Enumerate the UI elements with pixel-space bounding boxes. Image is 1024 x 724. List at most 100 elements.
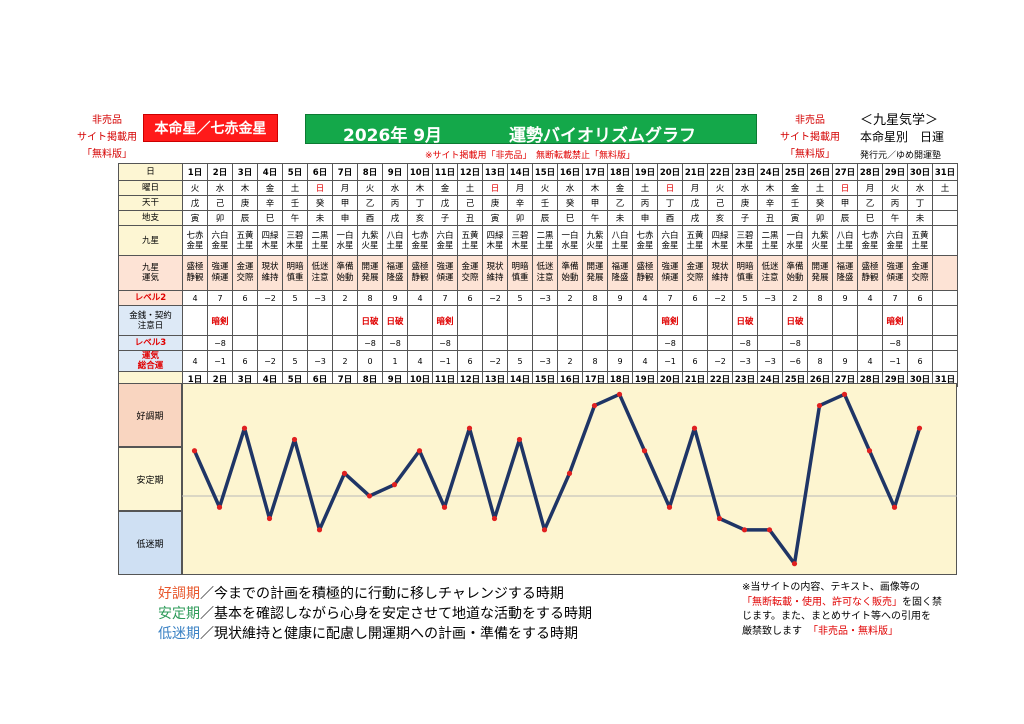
right-note-line: 非売品 [795,115,825,126]
data-point [291,436,298,443]
cell-kyusei-luck: 明暗 慎重 [282,255,308,291]
data-point [491,515,498,522]
year-month: 2026年 9月 [343,126,443,146]
cell-level3: −8 [382,335,408,351]
row-label-level3: レベル3 [118,335,183,351]
notice-line: じます。また、まとめサイト等への引用を [742,611,931,622]
cell-total: 4 [632,350,658,372]
data-point [541,527,548,533]
table-row-level3: レベル3 −8 −8 −8 −8 −8 −8 −8 −8 [118,335,958,351]
cell-level3: −8 [207,335,233,351]
cell-kyusei-luck: 強運 傾運 [432,255,458,291]
cell-tenkan: 己 [457,195,483,211]
brand-line1: ＜九星気学＞ [860,113,939,128]
cell-tenkan: 甲 [332,195,358,211]
cell-total: −1 [207,350,233,372]
cell-day: 27日 [832,163,858,181]
cell-day: 17日 [582,163,608,181]
cell-level3 [632,335,658,351]
cell-kyusei: 三碧 木星 [732,225,758,256]
cell-level3 [307,335,333,351]
data-point [741,527,748,533]
cell-kyusei-luck: 準備 始動 [332,255,358,291]
left-note-line: 「無料版」 [82,149,132,160]
left-note-line: 非売品 [92,115,122,126]
cell-tenkan: 己 [207,195,233,211]
series-line [192,392,922,566]
row-label-day: 日 [118,163,183,181]
cell-level3: −8 [882,335,908,351]
right-note-line: サイト掲載用 [780,132,840,143]
fortune-table: 日 1日 2日 3日 4日 5日 6日 7日 8日 9日 10日 11日 12日 13日 14日 15日 16日… [118,163,958,387]
cell-kyusei-luck [932,255,958,291]
cell-day: 4日 [257,163,283,181]
cell-kinsen [932,305,958,336]
cell-total [932,350,958,372]
zone-stable: 安定期 [118,447,182,511]
cell-kyusei-luck: 金運 交際 [907,255,933,291]
cell-kyusei: 二黒 土星 [307,225,333,256]
zone-low: 低迷期 [118,511,182,575]
cell-day: 1日 [182,163,208,181]
cell-weekday: 月 [682,180,708,196]
cell-kinsen [282,305,308,336]
cell-level3: −8 [657,335,683,351]
cell-kyusei: 六白 金星 [207,225,233,256]
legend-item: 安定期／基本を確認しながら心身を安定させて地道な活動をする時期 [158,604,592,624]
cell-day: 8日 [357,163,383,181]
cell-tenkan: 庚 [232,195,258,211]
cell-level2: −3 [532,290,558,306]
cell-kyusei: 七赤 金星 [857,225,883,256]
data-point [241,425,248,431]
cell-kyusei-luck: 盛極 静観 [857,255,883,291]
cell-weekday: 金 [782,180,808,196]
cell-tenkan: 戊 [682,195,708,211]
cell-kyusei: 五黄 土星 [457,225,483,256]
left-note-line: サイト掲載用 [77,132,137,143]
table-row-kyusei-luck: 九星 運気 盛極 静観 強運 傾運 金運 交際 現状 維持 明暗 慎重 低迷 注意 準備 始動… [118,255,958,291]
cell-kyusei: 八白 土星 [832,225,858,256]
data-point [216,504,223,510]
data-point [391,482,398,488]
cell-level2: 8 [807,290,833,306]
data-point [866,448,873,454]
cell-chishi: 酉 [657,210,683,226]
row-label-kyusei-luck: 九星 運気 [118,255,183,291]
table-row-weekday: 曜日火水木金土日月火水木金土日月火水木金土日月火水木金土日月火水土 [118,180,958,196]
legend-low-head: 低迷期 [158,626,200,642]
cell-chishi: 卯 [507,210,533,226]
cell-total: 2 [332,350,358,372]
zone-good: 好調期 [118,383,182,447]
cell-kyusei: 六白 金星 [657,225,683,256]
brand-block: ＜九星気学＞ 本命星別 日運 発行元／ゆめ開運塾 [860,113,960,164]
copyright-notice: ※当サイトの内容、テキスト、画像等の 「無断転載・使用、許可なく販売」を固く禁 … [742,581,956,639]
cell-kyusei: 三碧 木星 [282,225,308,256]
cell-kinsen [307,305,333,336]
cell-kyusei-luck: 開運 発展 [807,255,833,291]
cell-day: 29日 [882,163,908,181]
cell-kyusei: 七赤 金星 [407,225,433,256]
cell-kinsen [482,305,508,336]
legend-good-head: 好調期 [158,586,200,602]
cell-kyusei-luck: 金運 交際 [682,255,708,291]
cell-level3: −8 [732,335,758,351]
cell-day: 13日 [482,163,508,181]
cell-tenkan: 丁 [907,195,933,211]
cell-kyusei: 四緑 木星 [707,225,733,256]
cell-kinsen [907,305,933,336]
cell-weekday: 火 [182,180,208,196]
row-label-total: 運気 総合運 [118,350,183,372]
table-row-tenkan: 天干戊己庚辛壬癸甲乙丙丁戊己庚辛壬癸甲乙丙丁戊己庚辛壬癸甲乙丙丁 [118,195,958,211]
cell-kinsen [332,305,358,336]
cell-weekday: 水 [732,180,758,196]
cell-chishi: 辰 [232,210,258,226]
data-point [191,448,198,454]
cell-weekday: 金 [432,180,458,196]
cell-total: −3 [732,350,758,372]
cell-weekday: 木 [407,180,433,196]
cell-weekday: 土 [932,180,958,196]
cell-total: −6 [782,350,808,372]
cell-kyusei: 一白 水星 [557,225,583,256]
cell-day: 20日 [657,163,683,181]
cell-tenkan: 辛 [757,195,783,211]
